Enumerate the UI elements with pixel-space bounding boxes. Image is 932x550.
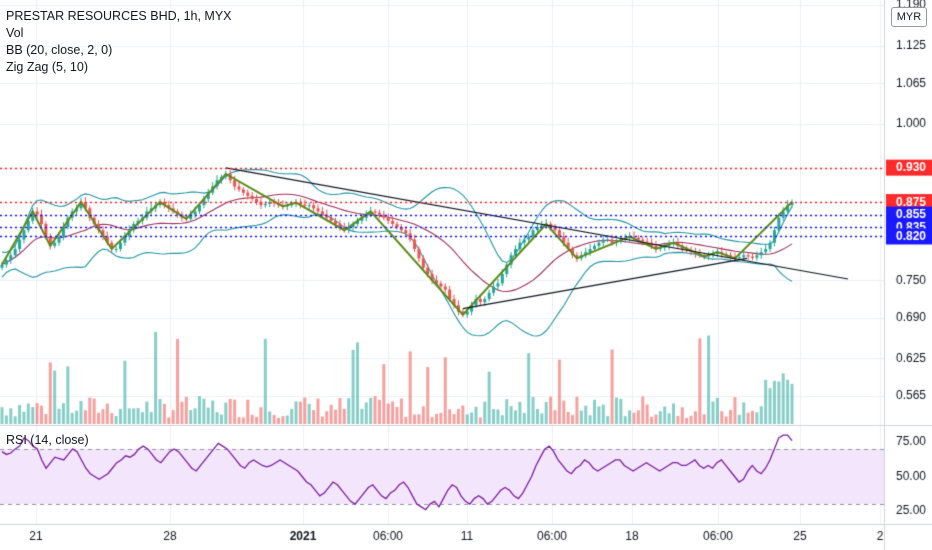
bb-legend: BB (20, close, 2, 0) [6, 43, 113, 57]
zigzag-legend: Zig Zag (5, 10) [6, 60, 88, 74]
volume-legend: Vol [6, 26, 24, 40]
rsi-legend: RSI (14, close) [6, 433, 89, 447]
symbol-title: PRESTAR RESOURCES BHD, 1h, MYX [6, 9, 232, 23]
currency-button[interactable]: MYR [891, 7, 927, 27]
chart-legend: PRESTAR RESOURCES BHD, 1h, MYX Vol BB (2… [6, 8, 232, 76]
